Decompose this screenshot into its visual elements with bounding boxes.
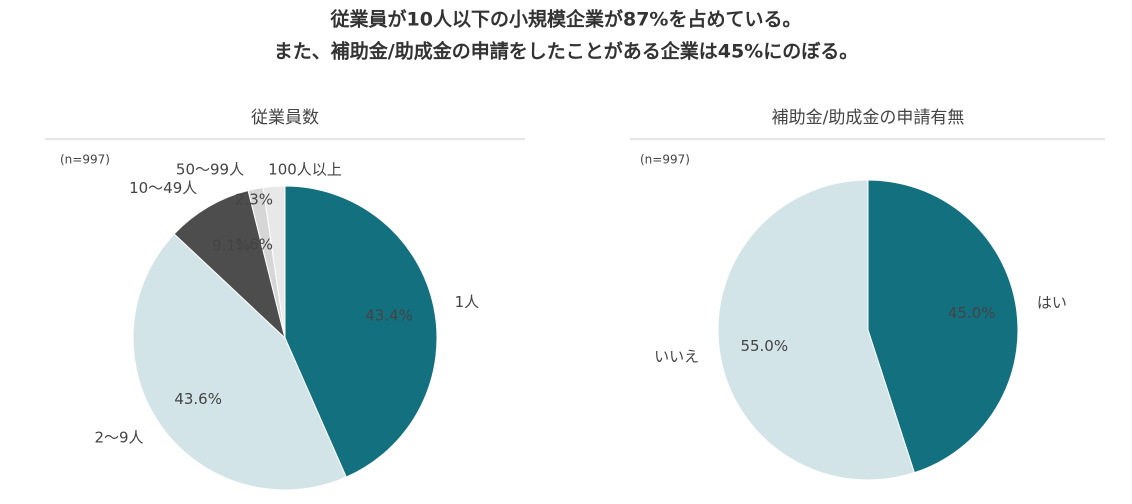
slice (284, 185, 438, 478)
note: (n=997) (60, 153, 110, 167)
value-label: 9.1% (212, 237, 250, 255)
category-label: 10〜49人 (129, 179, 197, 197)
category-label: 1人 (455, 293, 480, 311)
value-label: 45.0% (948, 304, 996, 322)
category-label: いいえ (654, 347, 699, 365)
chart-title: 従業員が10人以下の小規模企業が87%を占めている。 (330, 8, 802, 31)
pie-title: 従業員数 (251, 108, 319, 128)
value-label: 55.0% (740, 337, 788, 355)
chart-title: また、補助金/助成金の申請をしたことがある企業は45%にのぼる。 (274, 40, 858, 63)
value-label: 1.6% (235, 236, 273, 254)
slice (867, 179, 1019, 474)
value-label: 43.6% (174, 390, 222, 408)
value-label: 43.4% (365, 307, 413, 325)
note: (n=997) (640, 153, 690, 167)
category-label: はい (1037, 294, 1067, 312)
slice (262, 185, 286, 339)
category-label: 2〜9人 (94, 429, 143, 447)
pie-title: 補助金/助成金の申請有無 (772, 108, 965, 128)
category-label: 100人以上 (268, 161, 342, 179)
category-label: 50〜99人 (176, 161, 244, 179)
slice (717, 179, 915, 481)
value-label: 2.3% (235, 191, 273, 209)
slice (132, 233, 347, 491)
